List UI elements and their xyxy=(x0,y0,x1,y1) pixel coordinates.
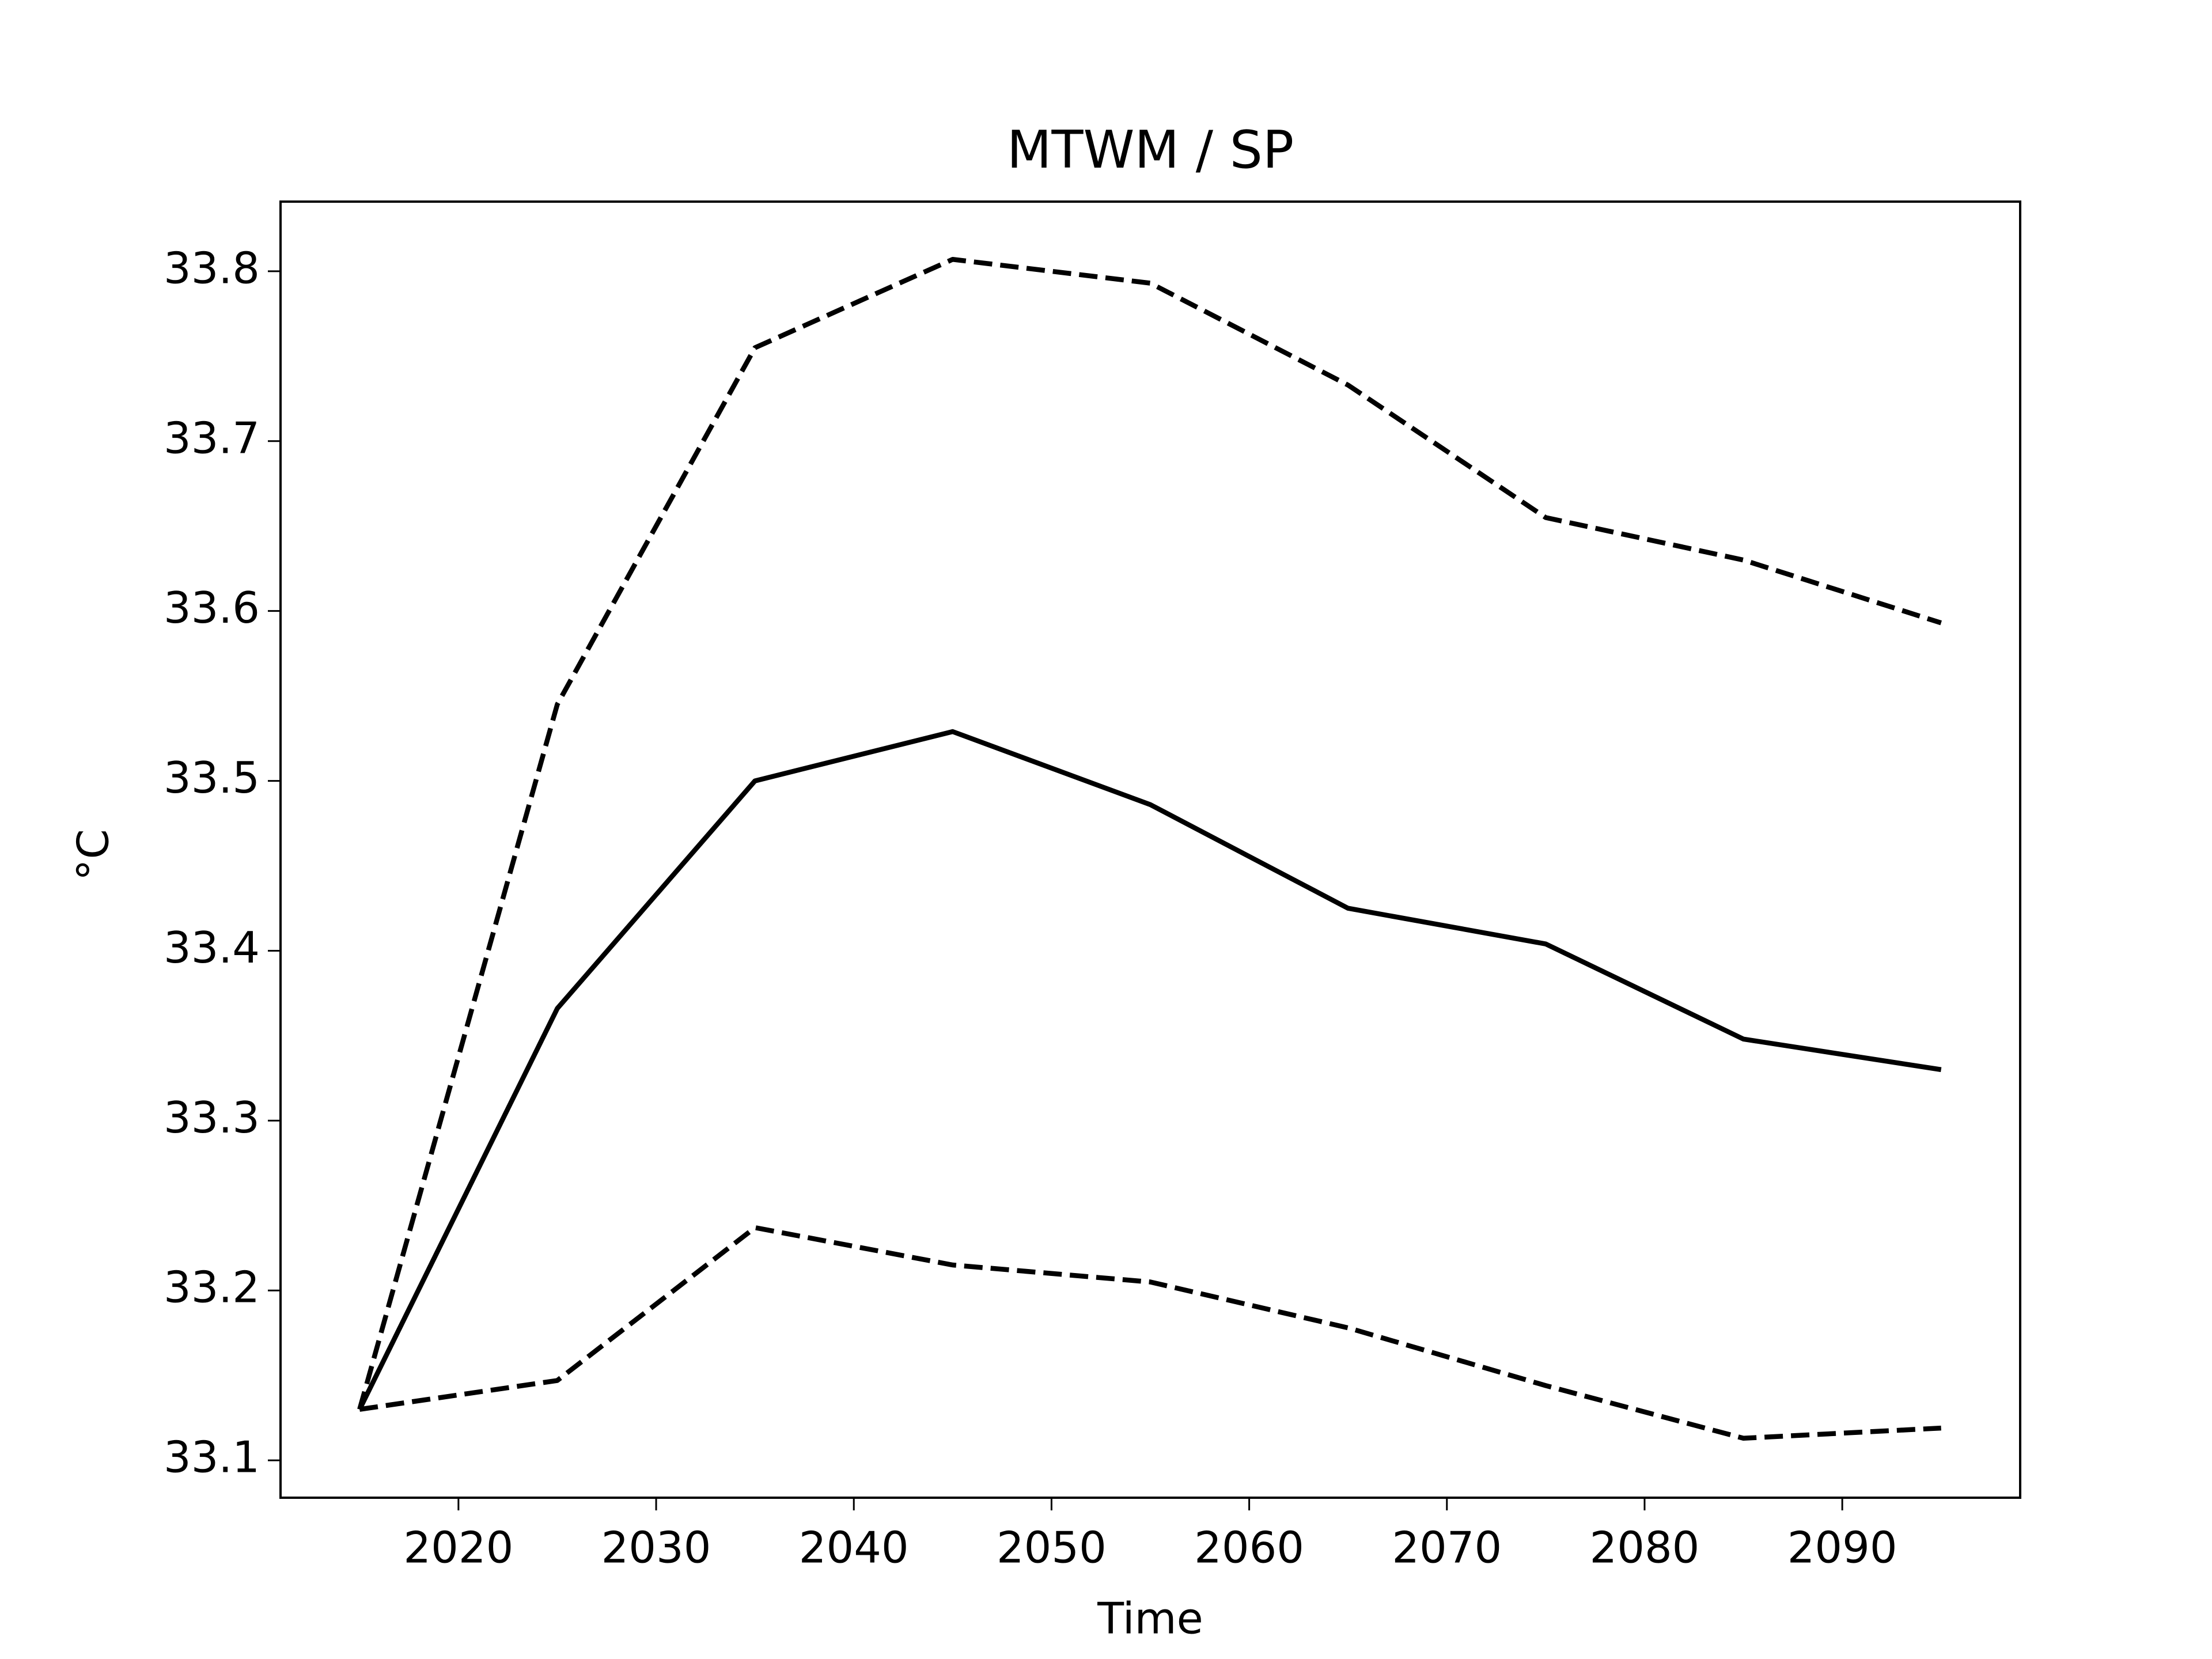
plot-frame xyxy=(279,200,2021,1499)
chart-title: MTWM / SP xyxy=(1007,120,1294,180)
x-tick-label: 2020 xyxy=(403,1522,513,1573)
x-tick-label: 2050 xyxy=(997,1522,1107,1573)
x-tick-label: 2080 xyxy=(1590,1522,1700,1573)
series-line xyxy=(357,729,1942,1411)
y-tick-label: 33.2 xyxy=(164,1262,260,1313)
y-axis-label: °C xyxy=(68,829,119,881)
y-tick-label: 33.1 xyxy=(164,1432,260,1483)
y-tick-label: 33.8 xyxy=(164,243,260,293)
y-tick-label: 33.6 xyxy=(164,582,260,633)
x-tick-label: 2060 xyxy=(1194,1522,1304,1573)
series-line xyxy=(357,257,1942,1410)
series-line xyxy=(359,1225,1941,1441)
x-tick-label: 2040 xyxy=(799,1522,909,1573)
y-tick-label: 33.4 xyxy=(164,922,260,973)
x-tick-label: 2090 xyxy=(1787,1522,1897,1573)
x-axis-label: Time xyxy=(1097,1593,1203,1644)
y-tick-label: 33.5 xyxy=(164,752,260,803)
y-tick-label: 33.7 xyxy=(164,412,260,463)
y-tick-label: 33.3 xyxy=(164,1092,260,1143)
x-tick-label: 2070 xyxy=(1392,1522,1502,1573)
x-tick-label: 2030 xyxy=(601,1522,711,1573)
